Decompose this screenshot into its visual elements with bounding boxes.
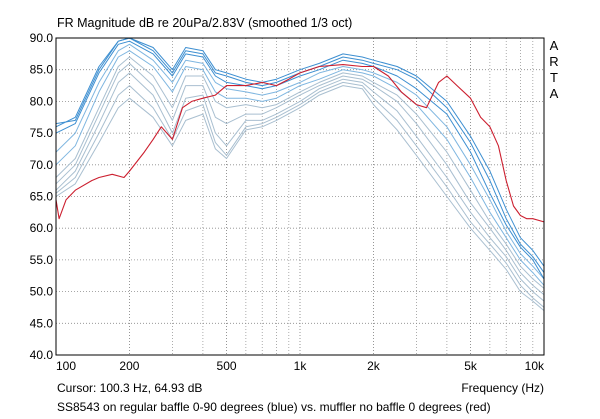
x-tick-labels: 100 200 500 1k 2k 5k 10k	[56, 359, 545, 373]
x-tick-label: 5k	[464, 359, 478, 373]
y-tick-label: 50.0	[30, 285, 54, 299]
y-tick-label: 45.0	[30, 316, 54, 330]
y-tick-label: 55.0	[30, 253, 54, 267]
cursor-readout: Cursor: 100.3 Hz, 64.93 dB	[57, 381, 203, 395]
series-line-blue	[55, 37, 545, 273]
chart-caption: SS8543 on regular baffle 0-90 degrees (b…	[57, 400, 491, 414]
x-axis-label: Frequency (Hz)	[461, 381, 544, 395]
x-tick-label: 500	[217, 359, 237, 373]
series-line-gray	[55, 62, 545, 296]
series-line-gray	[55, 85, 545, 311]
y-tick-label: 90.0	[30, 31, 54, 45]
series-line-lightblue	[55, 43, 545, 280]
y-tick-label: 85.0	[30, 63, 54, 77]
series-line-blue	[55, 40, 545, 280]
y-tick-label: 40.0	[30, 348, 54, 362]
y-tick-label: 75.0	[30, 126, 54, 140]
x-tick-label: 100	[56, 359, 76, 373]
y-tick-label: 70.0	[30, 158, 54, 172]
y-tick-label: 65.0	[30, 190, 54, 204]
plot-frame	[55, 37, 545, 356]
y-tick-label: 80.0	[30, 94, 54, 108]
y-tick-label: 60.0	[30, 221, 54, 235]
arta-letter: A	[549, 38, 559, 53]
arta-letter: A	[549, 86, 559, 101]
series-line-lightblue	[55, 50, 545, 286]
x-tick-label: 1k	[294, 359, 308, 373]
series-line-gray	[55, 72, 545, 302]
series-line-red	[55, 64, 545, 223]
y-tick-labels: 40.0 45.0 50.0 55.0 60.0 65.0 70.0 75.0 80.0 85.0…	[30, 31, 54, 362]
arta-letter: T	[550, 70, 558, 85]
series-group	[55, 37, 545, 311]
x-tick-label: 200	[119, 359, 139, 373]
arta-watermark: A R T A	[548, 38, 560, 102]
grid	[56, 38, 544, 355]
series-line-gray	[55, 81, 545, 308]
series-line-gray	[55, 56, 545, 289]
x-tick-label: 10k	[525, 359, 545, 373]
series-line-blue	[55, 37, 545, 267]
x-tick-label: 2k	[367, 359, 381, 373]
chart-title: FR Magnitude dB re 20uPa/2.83V (smoothed…	[57, 16, 353, 30]
arta-letter: R	[549, 54, 559, 69]
